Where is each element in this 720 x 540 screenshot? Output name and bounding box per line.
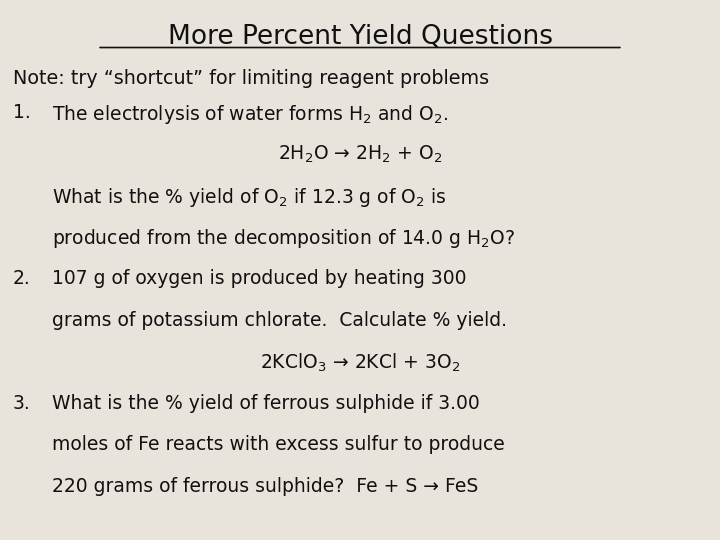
Text: Note: try “shortcut” for limiting reagent problems: Note: try “shortcut” for limiting reagen…: [13, 69, 489, 88]
Text: 220 grams of ferrous sulphide?  Fe + S → FeS: 220 grams of ferrous sulphide? Fe + S → …: [52, 477, 478, 496]
Text: 3.: 3.: [13, 394, 31, 413]
Text: What is the % yield of O$_2$ if 12.3 g of O$_2$ is: What is the % yield of O$_2$ if 12.3 g o…: [52, 186, 446, 209]
Text: moles of Fe reacts with excess sulfur to produce: moles of Fe reacts with excess sulfur to…: [52, 435, 505, 454]
Text: More Percent Yield Questions: More Percent Yield Questions: [168, 24, 552, 50]
Text: 2H$_2$O → 2H$_2$ + O$_2$: 2H$_2$O → 2H$_2$ + O$_2$: [278, 144, 442, 165]
Text: 2.: 2.: [13, 269, 31, 288]
Text: 107 g of oxygen is produced by heating 300: 107 g of oxygen is produced by heating 3…: [52, 269, 467, 288]
Text: The electrolysis of water forms H$_2$ and O$_2$.: The electrolysis of water forms H$_2$ an…: [52, 103, 448, 126]
Text: 2KClO$_3$ → 2KCl + 3O$_2$: 2KClO$_3$ → 2KCl + 3O$_2$: [260, 352, 460, 374]
Text: What is the % yield of ferrous sulphide if 3.00: What is the % yield of ferrous sulphide …: [52, 394, 480, 413]
Text: grams of potassium chlorate.  Calculate % yield.: grams of potassium chlorate. Calculate %…: [52, 310, 507, 329]
Text: produced from the decomposition of 14.0 g H$_2$O?: produced from the decomposition of 14.0 …: [52, 227, 516, 251]
Text: 1.: 1.: [13, 103, 31, 122]
